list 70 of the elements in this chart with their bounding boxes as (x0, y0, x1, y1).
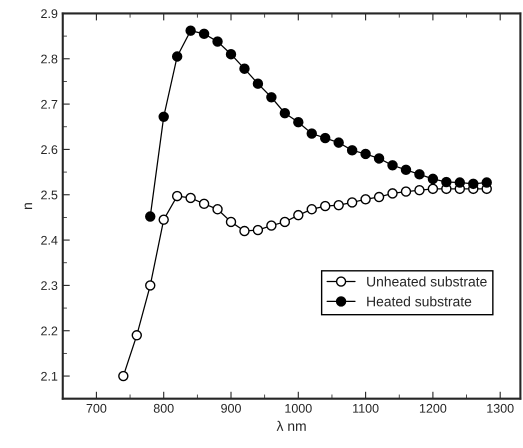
y-tick-label: 2.9 (41, 9, 58, 18)
x-tick-label: 700 (86, 404, 106, 413)
point (333, 137, 344, 148)
point (333, 200, 344, 210)
point (226, 216, 236, 228)
point (400, 186, 412, 197)
y-tick-label: 2.3 (41, 281, 58, 290)
point (320, 200, 330, 212)
point (198, 28, 210, 40)
point (374, 192, 384, 202)
x-axis-title: λ nm (276, 420, 306, 431)
point (172, 190, 182, 202)
point (198, 198, 210, 210)
point (414, 185, 425, 196)
point (185, 25, 196, 36)
legend-label: Heated substrate (367, 296, 472, 306)
point (320, 132, 330, 144)
point (132, 330, 142, 340)
point (172, 51, 182, 62)
y-tick-label: 2.6 (41, 145, 58, 154)
point (441, 176, 452, 188)
point (482, 177, 492, 188)
point (266, 220, 277, 231)
point (360, 148, 371, 160)
point (374, 153, 384, 164)
point (280, 108, 290, 118)
point (306, 128, 317, 139)
point (212, 204, 223, 214)
point (280, 216, 290, 228)
point (145, 280, 156, 291)
y-tick-label: 2.5 (41, 190, 58, 200)
point (454, 177, 466, 188)
point (185, 192, 196, 204)
legend-label: Unheated substrate (367, 276, 487, 287)
x-tick-label: 800 (154, 404, 174, 413)
point (252, 78, 264, 89)
x-tick-label: 900 (221, 404, 241, 413)
point (266, 92, 277, 103)
x-tick-label: 1100 (353, 404, 379, 413)
point (252, 224, 264, 236)
point (346, 197, 358, 208)
point (400, 164, 412, 176)
y-tick-label: 2.4 (41, 236, 58, 245)
point (293, 210, 304, 220)
point (346, 145, 358, 156)
point (414, 169, 425, 180)
y-tick-label: 2.2 (41, 326, 58, 336)
point (118, 370, 129, 382)
point (387, 188, 398, 199)
y-tick-label: 2.7 (41, 100, 58, 109)
point (158, 214, 169, 225)
point (306, 204, 317, 214)
x-tick-label: 1200 (420, 404, 446, 413)
point (468, 178, 478, 190)
x-tick-label: 1300 (487, 404, 514, 413)
y-axis-title: n (24, 203, 32, 210)
point (428, 174, 438, 184)
point (239, 226, 250, 236)
point (212, 36, 223, 47)
point (387, 160, 398, 170)
point (360, 194, 371, 204)
point (158, 112, 169, 122)
point (145, 211, 156, 222)
point (428, 184, 438, 194)
point (226, 49, 236, 60)
point (293, 117, 304, 128)
point (239, 64, 250, 74)
y-tick-label: 2.1 (41, 372, 58, 381)
x-tick-label: 1000 (285, 404, 312, 413)
y-tick-label: 2.8 (41, 54, 58, 64)
